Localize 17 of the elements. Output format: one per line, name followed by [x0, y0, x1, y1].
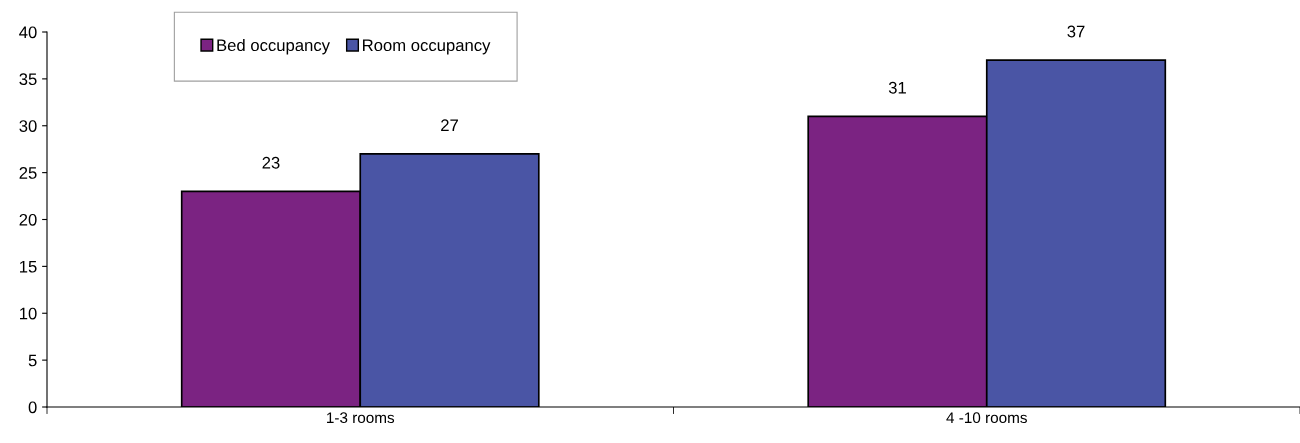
x-tick-label: 1-3 rooms — [327, 412, 395, 424]
data-label: 23 — [262, 156, 280, 169]
y-tick-label: 35 — [19, 73, 37, 86]
data-label: 37 — [1067, 25, 1085, 38]
data-label: 31 — [888, 81, 906, 94]
y-tick-label: 5 — [28, 354, 37, 367]
legend-label: Bed occupancy — [217, 38, 330, 55]
y-tick-label: 25 — [19, 167, 37, 179]
y-tick-label: 0 — [28, 401, 37, 414]
y-tick-label: 20 — [19, 213, 37, 226]
y-tick-label: 10 — [20, 307, 37, 320]
data-label: 27 — [441, 119, 458, 131]
y-tick-label: 15 — [20, 260, 37, 273]
y-tick-label: 40 — [19, 26, 37, 39]
x-tick-label: 4 -10 rooms — [946, 412, 1027, 424]
legend-label: Room occupancy — [363, 39, 491, 55]
y-tick-label: 30 — [19, 120, 37, 132]
